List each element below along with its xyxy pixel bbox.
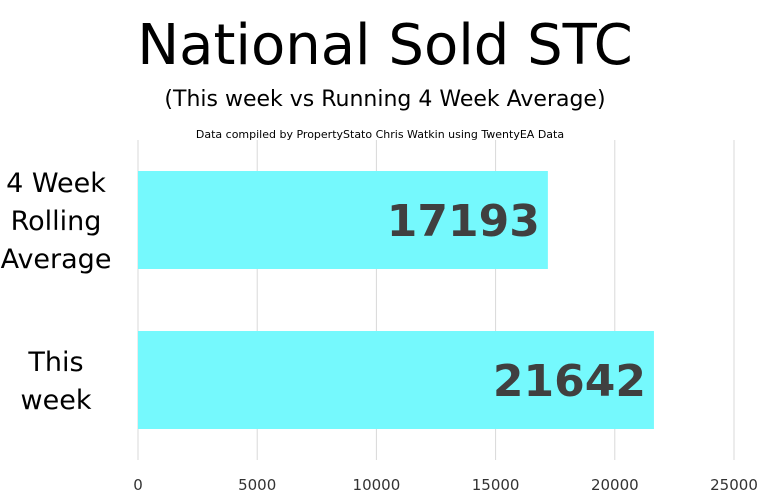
bar (138, 171, 548, 269)
chart-title: National Sold STC (137, 13, 632, 78)
data-label: 21642 (493, 356, 646, 407)
x-tick-label: 10000 (353, 476, 401, 494)
x-tick-label: 5000 (238, 476, 276, 494)
category-label-line: This (27, 347, 83, 378)
x-tick-label: 20000 (591, 476, 639, 494)
data-label: 17193 (387, 196, 540, 247)
category-label-line: 4 Week (6, 168, 106, 199)
chart-subtitle: (This week vs Running 4 Week Average) (164, 87, 605, 112)
chart-note: Data compiled by PropertyStato Chris Wat… (196, 128, 564, 141)
x-tick-label: 0 (133, 476, 143, 494)
category-label-line: Average (1, 244, 112, 275)
x-tick-label: 15000 (472, 476, 520, 494)
category-labels: 4 Week Rolling Average This week (1, 168, 112, 416)
bar (138, 331, 654, 429)
x-axis-tick-labels: 0 5000 10000 15000 20000 25000 (133, 476, 758, 494)
bars: 17193 21642 (138, 171, 654, 429)
category-label-line: week (21, 385, 92, 416)
category-label: This week (21, 347, 92, 416)
category-label-line: Rolling (11, 206, 102, 237)
x-tick-label: 25000 (710, 476, 758, 494)
category-label: 4 Week Rolling Average (1, 168, 112, 275)
